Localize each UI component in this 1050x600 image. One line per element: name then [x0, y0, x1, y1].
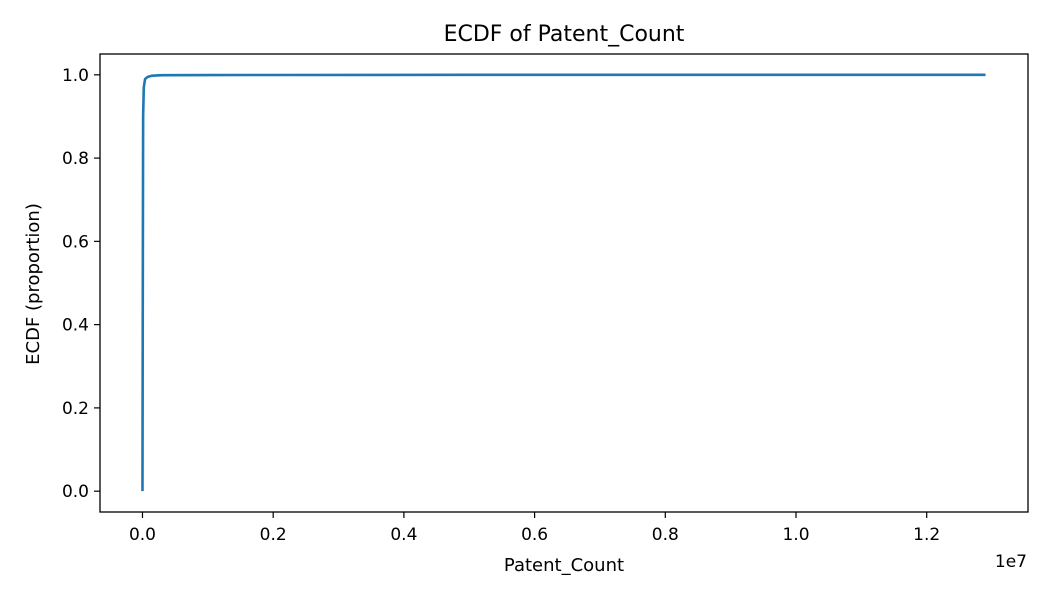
y-tick-label: 0.8: [62, 149, 89, 169]
y-tick-label: 0.2: [62, 399, 89, 419]
y-tick-label: 0.6: [62, 232, 89, 252]
x-tick-label: 0.2: [260, 525, 287, 545]
x-tick-label: 0.6: [521, 525, 548, 545]
x-axis-title: Patent_Count: [504, 555, 624, 576]
x-axis-offset-label: 1e7: [995, 552, 1027, 572]
chart-title: ECDF of Patent_Count: [444, 22, 685, 47]
x-tick-label: 0.4: [390, 525, 417, 545]
x-tick-label: 1.0: [782, 525, 809, 545]
x-tick-label: 0.8: [652, 525, 679, 545]
x-tick-label: 1.2: [913, 525, 940, 545]
y-tick-label: 0.0: [62, 482, 89, 502]
y-axis-title: ECDF (proportion): [23, 203, 44, 365]
y-tick-label: 1.0: [62, 66, 89, 86]
x-tick-label: 0.0: [129, 525, 156, 545]
y-tick-label: 0.4: [62, 316, 89, 336]
